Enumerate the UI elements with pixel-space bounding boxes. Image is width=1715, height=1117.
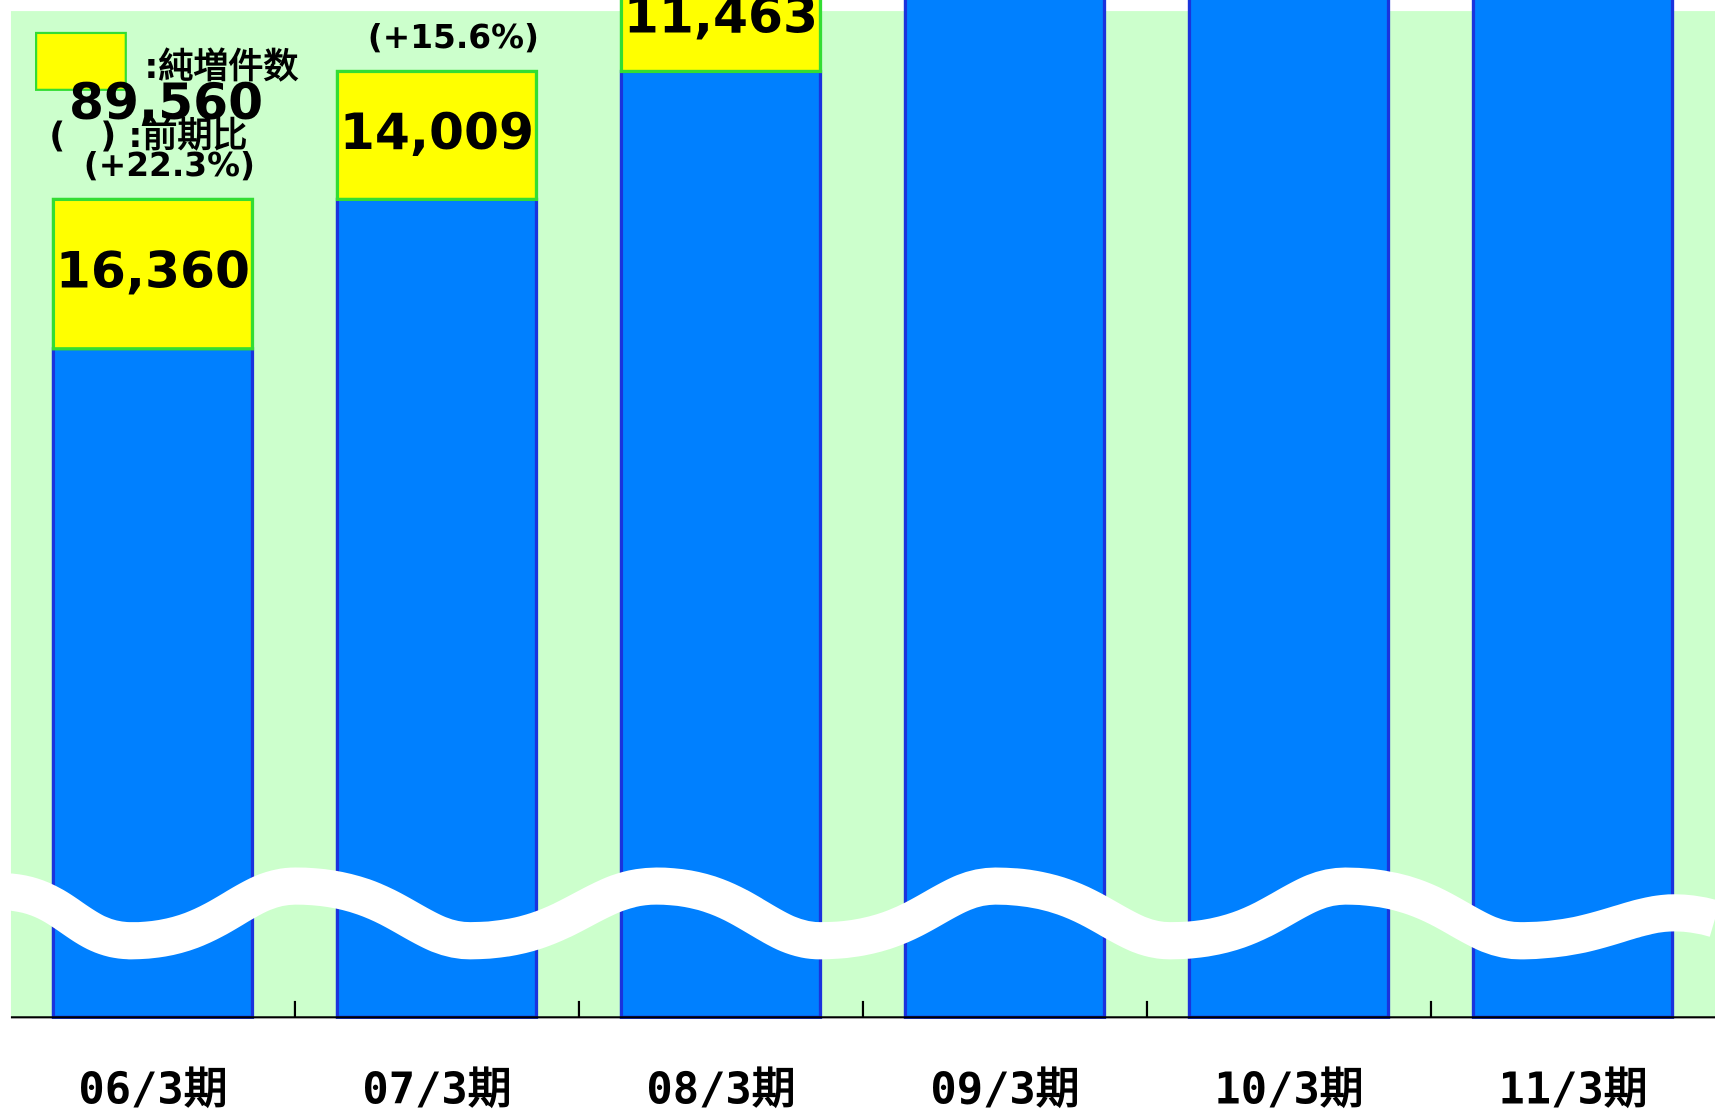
labels: 16,360 89,560 (+22.3%) 06/3期 14,009 103,569 (+…	[56, 0, 1648, 1115]
total-label: 89,560	[69, 72, 263, 131]
legend-label: :純増件数	[144, 47, 298, 87]
bar-base	[1471, 0, 1675, 1019]
bar-base	[1187, 0, 1391, 1019]
bar-base	[619, 69, 823, 1019]
growth-label: (+22.3%)	[84, 146, 255, 184]
total-label: 103,569	[336, 0, 565, 3]
bar-increase	[619, 0, 823, 74]
segment-label: 16,360	[56, 241, 250, 300]
bar-base	[903, 0, 1107, 1019]
segment-label: 14,009	[340, 102, 534, 161]
x-tick-label: 08/3期	[646, 1064, 795, 1115]
axis-break	[0, 867, 1715, 960]
x-tick-label: 11/3期	[1498, 1064, 1647, 1115]
x-tick-label: 10/3期	[1214, 1064, 1363, 1115]
bar-increase	[51, 197, 255, 351]
bar-increase	[335, 69, 539, 202]
legend-note: ( ) :前期比	[49, 116, 247, 156]
x-tick-label: 09/3期	[930, 1064, 1079, 1115]
legend-swatch	[35, 31, 127, 91]
segment-label: 11,463	[624, 0, 818, 45]
x-tick-label: 06/3期	[78, 1064, 227, 1115]
growth-label: (+15.6%)	[368, 18, 539, 56]
x-tick-label: 07/3期	[362, 1064, 511, 1115]
plot-background	[10, 11, 1715, 1018]
bars	[51, 0, 1675, 1019]
